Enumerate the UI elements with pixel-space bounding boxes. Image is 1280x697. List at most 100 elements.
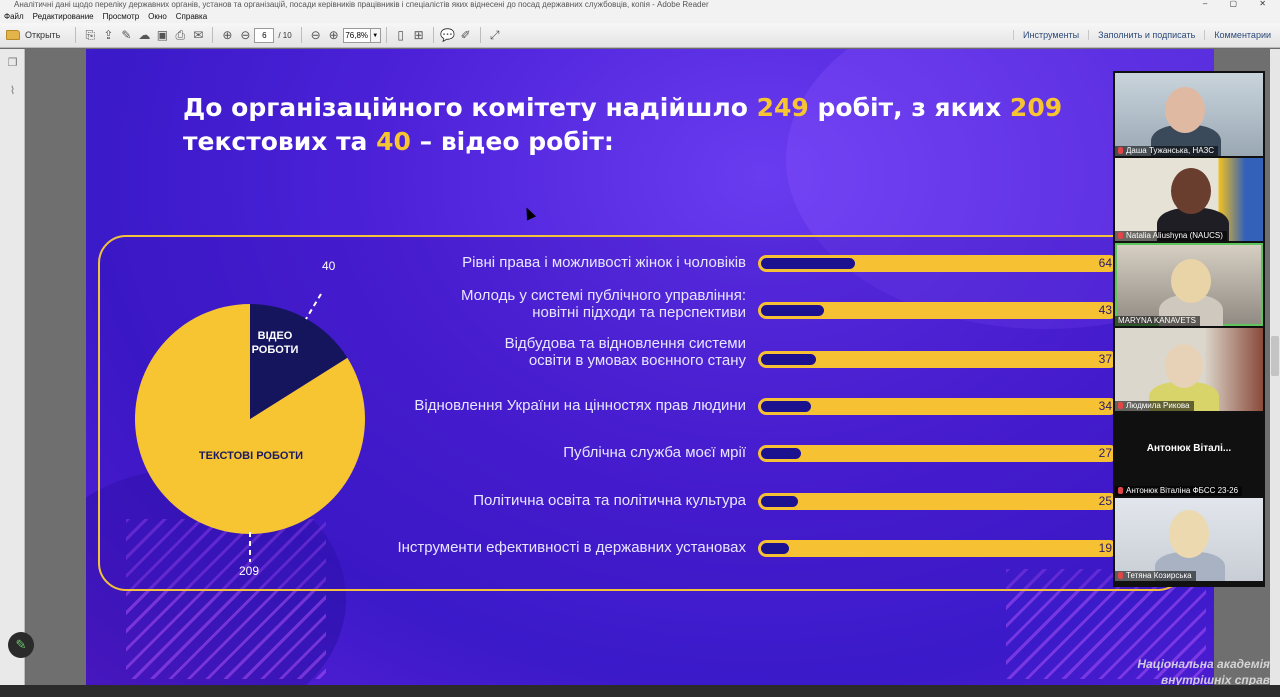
- print-icon[interactable]: ⎙: [175, 28, 186, 42]
- toolbar-divider: [432, 27, 434, 43]
- pie-slice-video-works: [250, 304, 348, 419]
- bar-value: 34: [1098, 399, 1112, 413]
- cloud-upload-icon[interactable]: ☁: [138, 28, 151, 42]
- participant-tile[interactable]: Natalia Aliushyna (NAUCS): [1115, 158, 1263, 241]
- bar-value: 27: [1098, 446, 1112, 460]
- attachment-icon[interactable]: ⌇: [9, 85, 16, 97]
- bar-label: Інструменти ефективності в державних уст…: [326, 539, 746, 556]
- scrollbar-thumb[interactable]: [1271, 336, 1279, 376]
- mic-muted-icon: [1118, 487, 1123, 495]
- mail-icon[interactable]: ✉: [193, 28, 204, 42]
- folder-icon: [6, 30, 20, 40]
- bar-value: 37: [1098, 352, 1112, 366]
- participant-tile[interactable]: Даша Тужанська, НАЗС: [1115, 73, 1263, 156]
- callout-text-value: 209: [239, 564, 260, 578]
- bar-track: 27: [758, 445, 1118, 462]
- next-page-icon[interactable]: ⊖: [240, 28, 251, 42]
- participant-figure: [1165, 344, 1203, 388]
- toolbar: Открыть ⎘ ⇪ ✎ ☁ ▣ ⎙ ✉ ⊕ ⊖ 6 / 10 ⊖ ⊕ 76,…: [0, 23, 1280, 48]
- title-part: – відео робіт:: [410, 127, 614, 156]
- mic-muted-icon: [1118, 572, 1123, 580]
- participant-tile-active-speaker[interactable]: MARYNA KANAVETS: [1115, 243, 1263, 326]
- title-text-count: 209: [1009, 93, 1063, 122]
- open-button[interactable]: Открыть: [2, 26, 68, 44]
- highlight-icon[interactable]: ✐: [460, 28, 471, 42]
- fullscreen-icon[interactable]: ⤢: [489, 28, 500, 42]
- works-pie-chart: ВІДЕО РОБОТИ ТЕКСТОВІ РОБОТИ: [135, 293, 365, 562]
- comments-tab[interactable]: Комментарии: [1204, 30, 1280, 40]
- mic-muted-icon: [1118, 402, 1123, 410]
- prev-page-icon[interactable]: ⊕: [222, 28, 233, 42]
- title-part: робіт, з яких: [808, 93, 1010, 122]
- participant-figure: [1171, 259, 1211, 303]
- right-tools: Инструменты Заполнить и подписать Коммен…: [1013, 23, 1280, 47]
- title-part: текстових та: [183, 127, 377, 156]
- status-strip: [0, 685, 1280, 697]
- zoom-out-icon[interactable]: ⊖: [310, 28, 321, 42]
- video-participants-panel: Даша Тужанська, НАЗС Natalia Aliushyna (…: [1113, 71, 1265, 587]
- title-part: До організаційного комітету надійшло: [183, 93, 757, 122]
- export-icon[interactable]: ⇪: [103, 28, 114, 42]
- menu-window[interactable]: Окно: [148, 11, 167, 21]
- callout-video-value: 40: [322, 259, 336, 273]
- bar-label-line: Відбудова та відновлення системи: [504, 335, 746, 352]
- participant-name: Людмила Рикова: [1115, 401, 1194, 411]
- page-number-input[interactable]: 6: [254, 27, 275, 43]
- participant-figure: [1165, 87, 1205, 133]
- bar-fill: [761, 354, 816, 365]
- save-icon[interactable]: ▣: [156, 28, 169, 42]
- menu-edit[interactable]: Редактирование: [32, 11, 94, 21]
- fit-page-icon[interactable]: ▯: [397, 28, 404, 42]
- watermark: Національна академія внутрішніх справ: [1100, 656, 1270, 688]
- participant-figure: [1171, 168, 1211, 214]
- participant-name: Тетяна Козирська: [1115, 571, 1196, 581]
- bar-label-line: Відновлення України на цінностях прав лю…: [414, 397, 746, 414]
- create-pdf-icon[interactable]: ⎘: [85, 28, 96, 42]
- pen-icon[interactable]: ✎: [8, 632, 34, 658]
- bar-track: 25: [758, 493, 1118, 510]
- window-controls[interactable]: ‒ ▢ ✕: [1202, 0, 1276, 8]
- menu-file[interactable]: Файл: [4, 11, 24, 21]
- mic-muted-icon: [1118, 147, 1123, 155]
- participant-name: Даша Тужанська, НАЗС: [1115, 146, 1218, 156]
- bar-label-line: Публічна служба моєї мрії: [563, 444, 746, 461]
- fit-width-icon[interactable]: ⊞: [413, 28, 424, 42]
- bar-track: 19: [758, 540, 1118, 557]
- edit-icon[interactable]: ✎: [121, 28, 132, 42]
- bar-label-line: Молодь у системі публічного управління:: [460, 287, 746, 304]
- toolbar-divider: [479, 27, 481, 43]
- pie-video-label-line2: РОБОТИ: [252, 344, 299, 356]
- callout-line-video: [305, 293, 322, 320]
- zoom-dropdown-icon[interactable]: ▼: [370, 27, 381, 43]
- zoom-input[interactable]: 76,8%: [342, 27, 371, 43]
- pages-icon[interactable]: ❐: [7, 57, 18, 69]
- bar-track: 37: [758, 351, 1118, 368]
- bar-label: Відновлення України на цінностях прав лю…: [326, 397, 746, 414]
- fill-sign-tab[interactable]: Заполнить и подписать: [1088, 30, 1204, 40]
- toolbar-divider: [385, 27, 387, 43]
- participant-tile[interactable]: Людмила Рикова: [1115, 328, 1263, 411]
- pie-video-label-line1: ВІДЕО: [258, 330, 293, 342]
- bar-fill: [761, 305, 824, 316]
- slide-stripes: [1006, 569, 1206, 679]
- mic-muted-icon: [1118, 232, 1123, 240]
- participant-name: Natalia Aliushyna (NAUCS): [1115, 231, 1227, 241]
- bar-label-line: Політична освіта та політична культура: [473, 492, 746, 509]
- window-title: Аналітичні дані щодо переліку державних …: [0, 0, 1280, 9]
- bar-value: 19: [1098, 541, 1112, 555]
- bar-fill: [761, 448, 801, 459]
- participant-tile[interactable]: Тетяна Козирська: [1115, 498, 1263, 581]
- participant-tile[interactable]: Антонюк Віталі... Антонюк Віталіна ФБСС …: [1115, 413, 1263, 496]
- menu-help[interactable]: Справка: [175, 11, 208, 21]
- toolbar-divider: [300, 27, 302, 43]
- tools-tab[interactable]: Инструменты: [1013, 30, 1088, 40]
- title-total-count: 249: [756, 93, 809, 122]
- menu-view[interactable]: Просмотр: [102, 11, 140, 21]
- comment-icon[interactable]: 💬: [440, 28, 456, 42]
- window-title-text: Аналітичні дані щодо переліку державних …: [14, 0, 709, 9]
- slide-title: До організаційного комітету надійшло 249…: [183, 91, 1143, 159]
- zoom-in-icon[interactable]: ⊕: [328, 28, 339, 42]
- participant-figure: [1169, 510, 1209, 558]
- slide-stripes: [126, 519, 326, 679]
- mouse-cursor: [521, 205, 537, 221]
